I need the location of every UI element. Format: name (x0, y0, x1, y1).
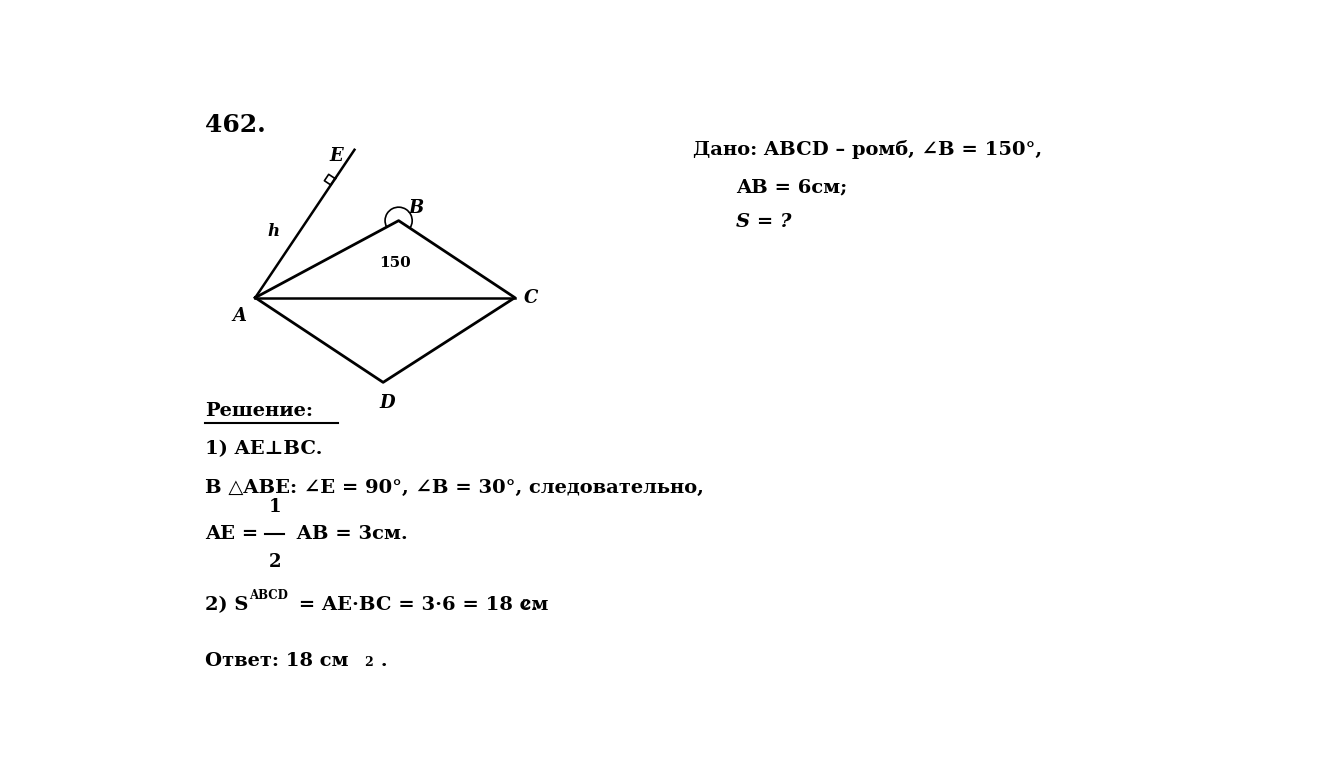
Text: C: C (524, 289, 538, 307)
Text: = AE·BC = 3·6 = 18 см: = AE·BC = 3·6 = 18 см (291, 596, 548, 614)
Text: .: . (530, 596, 537, 614)
Text: Решение:: Решение: (205, 402, 312, 420)
Text: AB = 3см.: AB = 3см. (290, 525, 408, 543)
Text: A: A (233, 307, 246, 325)
Text: Ответ: 18 см: Ответ: 18 см (205, 652, 348, 670)
Text: h: h (267, 223, 279, 240)
Text: 2: 2 (268, 552, 280, 570)
Text: D: D (379, 394, 395, 412)
Text: E: E (330, 147, 344, 165)
Text: 2) S: 2) S (205, 596, 249, 614)
Text: 462.: 462. (205, 113, 266, 136)
Text: 1) AE⊥BC.: 1) AE⊥BC. (205, 440, 323, 458)
Text: 2: 2 (364, 656, 372, 668)
Text: Дано: ABCD – ромб, ∠B = 150°,: Дано: ABCD – ромб, ∠B = 150°, (694, 140, 1042, 159)
Text: B: B (408, 199, 423, 217)
Text: 2: 2 (521, 600, 530, 612)
Text: ABCD: ABCD (249, 589, 288, 601)
Text: S = ?: S = ? (736, 213, 791, 231)
Text: AE =: AE = (205, 525, 264, 543)
Text: 1: 1 (268, 498, 280, 516)
Text: В △ABE: ∠E = 90°, ∠B = 30°, следовательно,: В △ABE: ∠E = 90°, ∠B = 30°, следовательн… (205, 479, 704, 497)
Text: 150: 150 (379, 256, 411, 270)
Text: AB = 6см;: AB = 6см; (736, 179, 847, 197)
Text: .: . (373, 652, 388, 670)
